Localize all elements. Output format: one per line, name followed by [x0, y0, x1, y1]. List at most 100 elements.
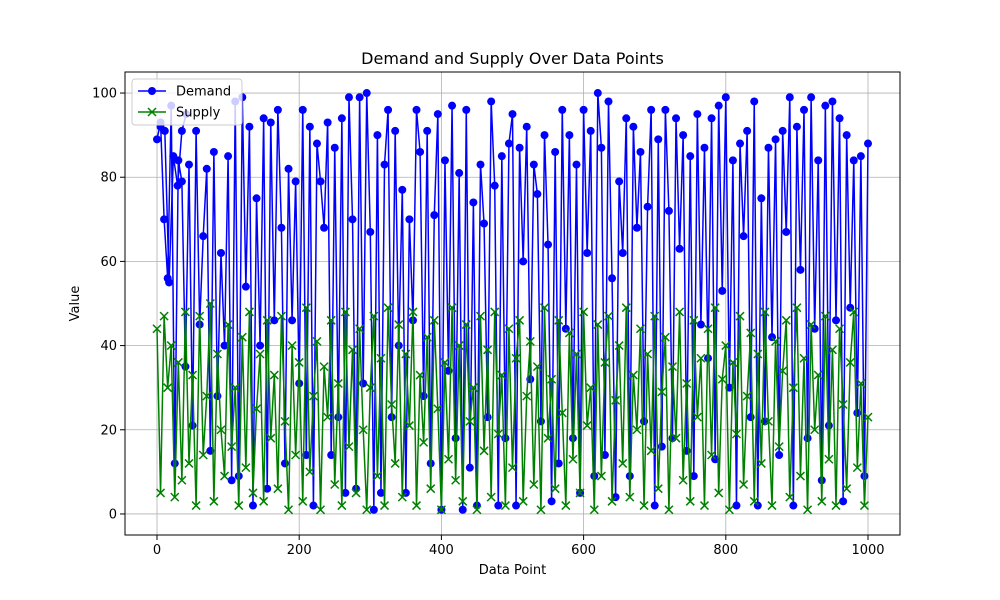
- demand-point: [547, 497, 556, 506]
- demand-point: [856, 152, 865, 161]
- demand-point: [629, 122, 638, 131]
- demand-point: [256, 341, 265, 350]
- demand-point: [796, 265, 805, 274]
- x-tick-label: 600: [571, 543, 596, 558]
- demand-point: [448, 101, 457, 110]
- demand-point: [693, 110, 702, 119]
- supply-point: [699, 501, 710, 511]
- y-tick-label: 80: [100, 171, 117, 186]
- demand-point: [632, 223, 641, 232]
- demand-point: [497, 152, 506, 161]
- supply-point: [792, 303, 802, 313]
- supply-point: [561, 501, 571, 511]
- x-tick-label: 400: [429, 543, 454, 558]
- demand-point: [480, 219, 489, 228]
- supply-point: [230, 383, 240, 393]
- supply-point: [721, 341, 731, 351]
- demand-point: [778, 126, 787, 135]
- demand-point: [277, 223, 286, 232]
- demand-point: [608, 274, 617, 283]
- supply-point: [475, 311, 486, 321]
- demand-point: [839, 497, 848, 506]
- supply-point: [739, 479, 749, 490]
- supply-point: [248, 488, 258, 498]
- supply-point: [447, 303, 457, 313]
- supply-point: [763, 416, 773, 426]
- supply-point: [465, 416, 475, 426]
- demand-point: [412, 105, 421, 114]
- demand-point: [337, 114, 346, 123]
- supply-point: [518, 496, 528, 506]
- demand-point: [259, 114, 268, 123]
- supply-point: [760, 307, 770, 317]
- supply-point: [731, 429, 742, 439]
- supply-point: [603, 311, 614, 321]
- supply-point: [685, 496, 695, 506]
- supply-point: [515, 315, 525, 325]
- supply-point: [838, 399, 848, 410]
- supply-point: [479, 446, 489, 456]
- demand-point: [743, 126, 752, 135]
- supply-point: [358, 425, 368, 435]
- supply-point: [532, 362, 542, 372]
- demand-point: [750, 97, 759, 106]
- demand-point: [216, 248, 225, 257]
- supply-point: [216, 425, 226, 435]
- supply-point: [287, 341, 297, 351]
- demand-point: [533, 190, 542, 199]
- supply-point: [753, 349, 763, 359]
- supply-point: [330, 479, 340, 490]
- supply-point: [401, 349, 411, 359]
- supply-series: [152, 298, 873, 515]
- supply-point: [767, 501, 777, 511]
- demand-point: [209, 147, 218, 156]
- supply-point: [859, 501, 869, 511]
- supply-point: [301, 303, 311, 313]
- supply-point: [280, 416, 290, 426]
- demand-point: [309, 501, 318, 510]
- x-axis: 0 200 400 600 800 1000: [153, 535, 885, 558]
- supply-point: [611, 395, 621, 405]
- supply-point: [500, 501, 510, 511]
- supply-point: [227, 442, 237, 452]
- supply-point: [817, 496, 827, 506]
- supply-point: [579, 307, 589, 317]
- supply-point: [774, 442, 784, 452]
- demand-point: [842, 131, 851, 140]
- demand-point: [184, 160, 193, 169]
- supply-point: [369, 311, 379, 321]
- demand-point: [241, 282, 250, 291]
- supply-point: [660, 332, 670, 342]
- supply-point: [298, 496, 308, 506]
- supply-point: [365, 383, 375, 393]
- supply-point: [643, 349, 653, 359]
- supply-point: [714, 488, 724, 498]
- legend-supply-label: Supply: [176, 106, 221, 121]
- supply-point: [177, 475, 187, 485]
- supply-point: [212, 349, 222, 359]
- demand-point: [173, 181, 182, 190]
- demand-point: [586, 126, 595, 135]
- supply-point: [635, 324, 646, 334]
- supply-point: [433, 404, 443, 414]
- demand-point: [640, 417, 649, 426]
- demand-point: [775, 451, 784, 460]
- supply-point: [440, 357, 450, 367]
- demand-point: [169, 152, 178, 161]
- supply-point: [426, 484, 436, 494]
- demand-point: [423, 126, 432, 135]
- supply-point: [209, 496, 219, 506]
- supply-point: [664, 505, 674, 515]
- demand-point: [165, 278, 174, 287]
- supply-point: [717, 374, 727, 384]
- supply-point: [372, 471, 382, 481]
- supply-point: [507, 463, 518, 473]
- supply-point: [379, 501, 390, 511]
- supply-point: [845, 357, 855, 367]
- demand-point: [416, 147, 425, 156]
- supply-point: [415, 370, 425, 380]
- demand-point: [266, 118, 275, 127]
- supply-point: [657, 387, 667, 397]
- supply-point: [390, 458, 400, 468]
- supply-point: [827, 345, 837, 355]
